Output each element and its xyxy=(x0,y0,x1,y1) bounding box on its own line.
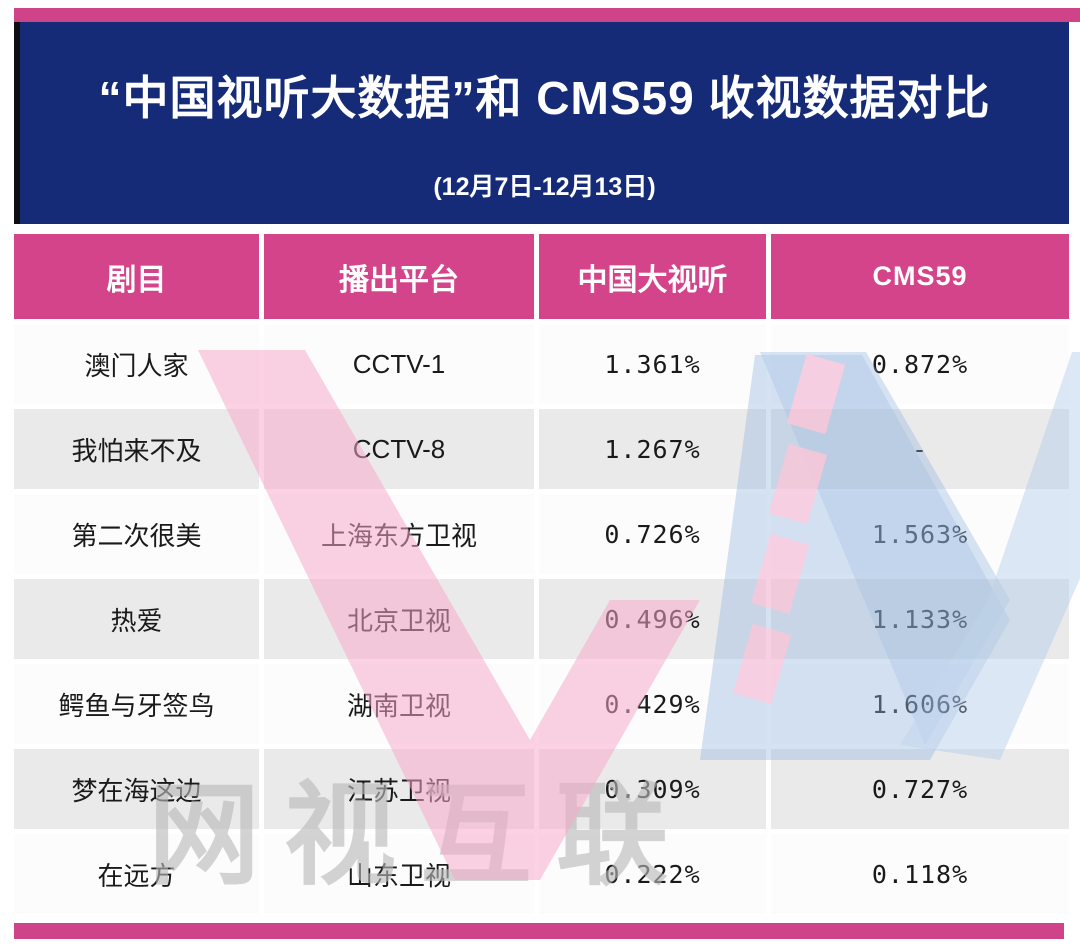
cell-cvb: 0.429% xyxy=(539,664,771,749)
cell-platform: 湖南卫视 xyxy=(264,664,539,749)
column-header-platform: 播出平台 xyxy=(264,234,539,324)
cell-cms59: 0.872% xyxy=(771,324,1069,409)
bottom-accent-bar xyxy=(14,923,1064,939)
cell-platform: 山东卫视 xyxy=(264,834,539,919)
cell-title: 鳄鱼与牙签鸟 xyxy=(14,664,264,749)
cell-cvb: 0.496% xyxy=(539,579,771,664)
cell-title: 梦在海这边 xyxy=(14,749,264,834)
cell-title: 我怕来不及 xyxy=(14,409,264,494)
cell-cms59: 1.133% xyxy=(771,579,1069,664)
cell-cvb: 1.267% xyxy=(539,409,771,494)
cell-title: 热爱 xyxy=(14,579,264,664)
table-row: 在远方 山东卫视 0.222% 0.118% xyxy=(14,834,1069,919)
cell-cms59: 0.118% xyxy=(771,834,1069,919)
cell-cms59: - xyxy=(771,409,1069,494)
cell-title: 第二次很美 xyxy=(14,494,264,579)
cell-platform: 上海东方卫视 xyxy=(264,494,539,579)
page-subtitle: (12月7日-12月13日) xyxy=(433,173,656,201)
cell-platform: CCTV-1 xyxy=(264,324,539,409)
table-header-row: 剧目 播出平台 中国大视听 CMS59 xyxy=(14,234,1069,324)
ratings-table: 剧目 播出平台 中国大视听 CMS59 澳门人家 CCTV-1 1.361% 0… xyxy=(14,234,1069,919)
cell-cms59: 1.563% xyxy=(771,494,1069,579)
cell-cvb: 0.726% xyxy=(539,494,771,579)
table-row: 澳门人家 CCTV-1 1.361% 0.872% xyxy=(14,324,1069,409)
cell-platform: CCTV-8 xyxy=(264,409,539,494)
cell-title: 澳门人家 xyxy=(14,324,264,409)
table-row: 热爱 北京卫视 0.496% 1.133% xyxy=(14,579,1069,664)
column-header-title: 剧目 xyxy=(14,234,264,324)
page-title: “中国视听大数据”和 CMS59 收视数据对比 xyxy=(98,72,991,124)
cell-cvb: 0.309% xyxy=(539,749,771,834)
cell-cvb: 0.222% xyxy=(539,834,771,919)
title-banner: “中国视听大数据”和 CMS59 收视数据对比 (12月7日-12月13日) xyxy=(14,22,1069,224)
table-row: 梦在海这边 江苏卫视 0.309% 0.727% xyxy=(14,749,1069,834)
top-accent-bar xyxy=(14,8,1080,22)
cell-platform: 江苏卫视 xyxy=(264,749,539,834)
cell-cms59: 1.606% xyxy=(771,664,1069,749)
cell-platform: 北京卫视 xyxy=(264,579,539,664)
cell-title: 在远方 xyxy=(14,834,264,919)
table-row: 第二次很美 上海东方卫视 0.726% 1.563% xyxy=(14,494,1069,579)
table-row: 鳄鱼与牙签鸟 湖南卫视 0.429% 1.606% xyxy=(14,664,1069,749)
column-header-cvb: 中国大视听 xyxy=(539,234,771,324)
cell-cvb: 1.361% xyxy=(539,324,771,409)
table-row: 我怕来不及 CCTV-8 1.267% - xyxy=(14,409,1069,494)
cell-cms59: 0.727% xyxy=(771,749,1069,834)
column-header-cms59: CMS59 xyxy=(771,234,1069,324)
